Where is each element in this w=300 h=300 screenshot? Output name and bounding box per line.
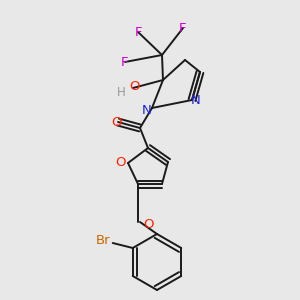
Text: F: F (179, 22, 187, 34)
Text: O: O (130, 80, 140, 92)
Text: O: O (115, 157, 125, 169)
Text: O: O (143, 218, 153, 230)
Text: O: O (111, 116, 121, 130)
Text: F: F (134, 26, 142, 38)
Text: F: F (121, 56, 129, 68)
Text: N: N (142, 103, 152, 116)
Text: N: N (191, 94, 201, 106)
Text: H: H (117, 86, 125, 100)
Text: Br: Br (95, 235, 110, 248)
